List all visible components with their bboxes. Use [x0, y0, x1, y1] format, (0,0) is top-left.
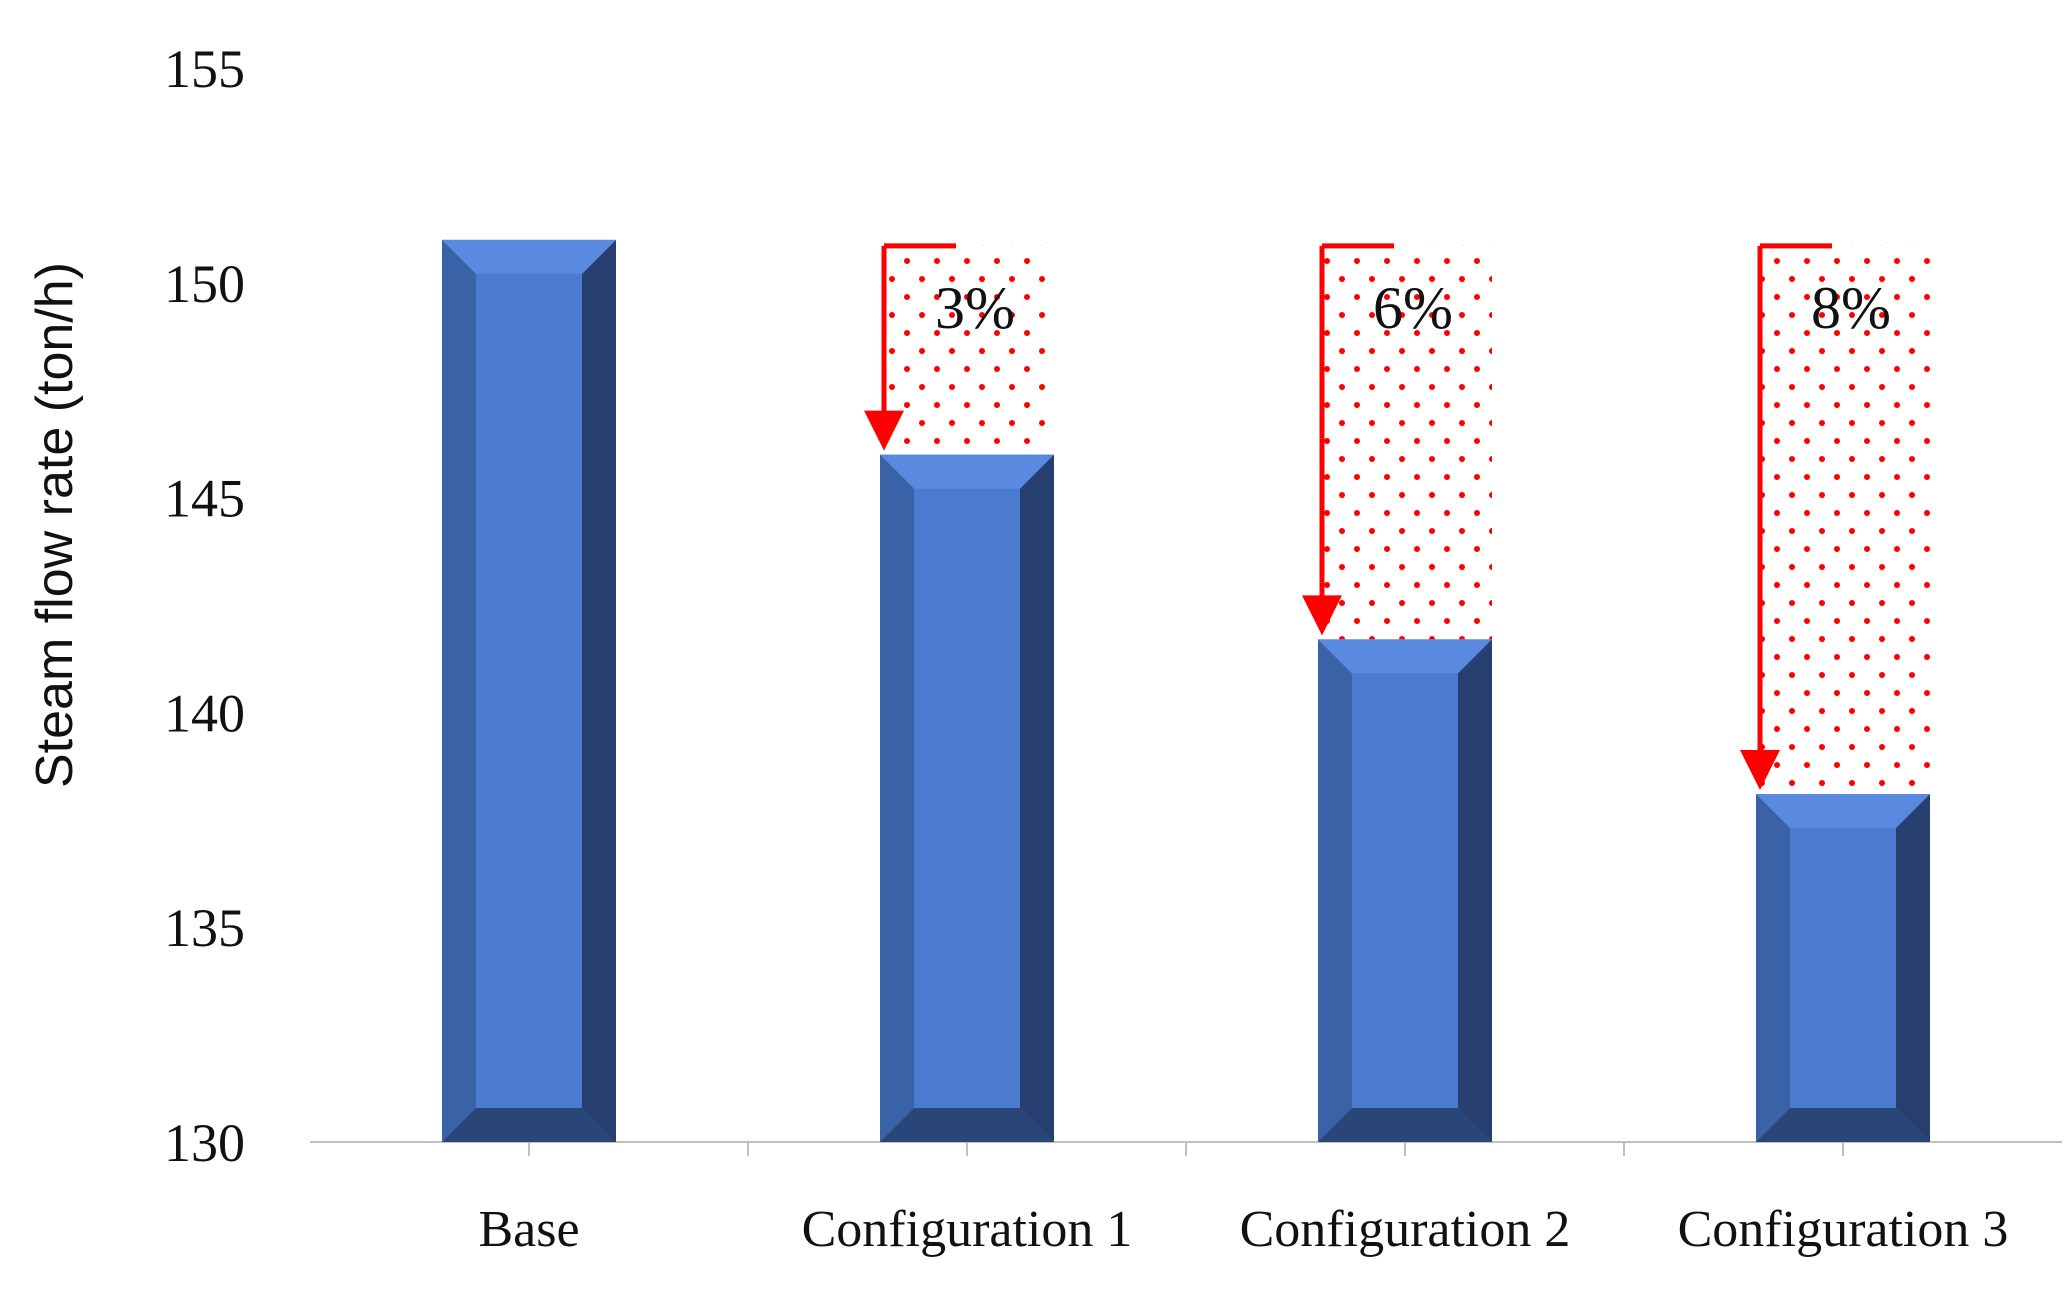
bar-bottom-bevel: [442, 1108, 616, 1142]
bar-top-bevel: [1756, 794, 1930, 829]
bar: [1756, 794, 1930, 1142]
bar-right-bevel: [1896, 794, 1930, 1142]
y-tick-label: 130: [164, 1113, 245, 1173]
y-tick-label: 145: [164, 469, 245, 529]
reduction-arrow-head: [1740, 750, 1780, 791]
label-layer: Base Configuration 1 Configuration 2 Config…: [478, 275, 2008, 1258]
bar-right-bevel: [582, 239, 616, 1143]
bar-top-bevel: [1318, 639, 1492, 674]
bar-bottom-bevel: [1756, 1108, 1930, 1142]
bar-layer: [442, 239, 1930, 1143]
y-axis-label: Steam flow rate (ton/h): [26, 262, 84, 788]
reduction-percent-label: 8%: [1811, 275, 1891, 341]
reduction-percent-label: 3%: [935, 275, 1015, 341]
x-category-label: Base: [478, 1201, 579, 1258]
bar-left-bevel: [442, 239, 476, 1143]
bar-left-bevel: [1756, 794, 1790, 1142]
x-category-label: Configuration 1: [802, 1201, 1133, 1258]
reduction-arrow-head: [864, 410, 904, 451]
y-tick-label: 135: [164, 898, 245, 958]
reduction-dotted-area: [880, 245, 1054, 455]
y-tick-label: 140: [164, 683, 245, 743]
bar-top-bevel: [880, 454, 1054, 489]
reduction-arrow-head: [1302, 595, 1342, 636]
y-tick-label: 155: [164, 39, 245, 99]
reduction-marker: [864, 243, 1054, 455]
x-category-label: Configuration 3: [1678, 1201, 2009, 1258]
bar-right-bevel: [1458, 639, 1492, 1142]
y-tick-label: 150: [164, 254, 245, 314]
bar: [880, 454, 1054, 1142]
reduction-marker: [1302, 243, 1492, 640]
bar-left-bevel: [1318, 639, 1352, 1142]
bar-bottom-bevel: [880, 1108, 1054, 1142]
bar-top-bevel: [442, 239, 616, 274]
reduction-percent-label: 6%: [1373, 275, 1453, 341]
bar-bottom-bevel: [1318, 1108, 1492, 1142]
bar: [442, 239, 616, 1143]
reduction-layer: [864, 243, 1930, 795]
reduction-marker: [1740, 243, 1930, 795]
reduction-dotted-area: [1756, 245, 1930, 795]
reduction-dotted-area: [1318, 245, 1492, 640]
x-category-label: Configuration 2: [1240, 1201, 1571, 1258]
bar-right-bevel: [1020, 454, 1054, 1142]
bar-left-bevel: [880, 454, 914, 1142]
bar: [1318, 639, 1492, 1142]
